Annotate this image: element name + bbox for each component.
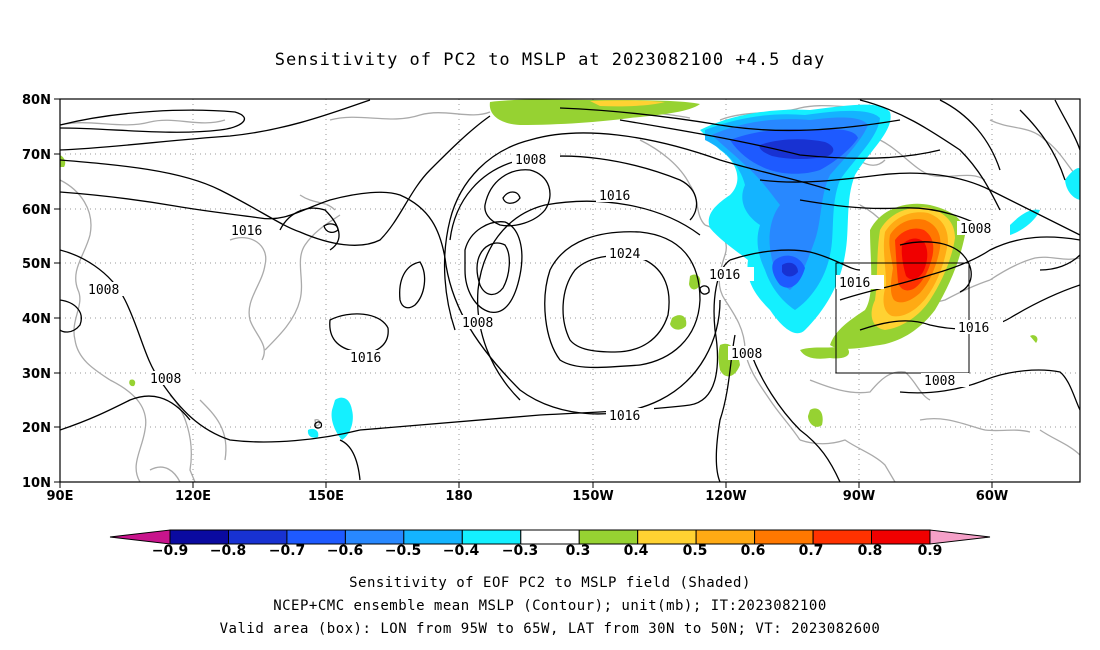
lat-label: 20N: [22, 421, 51, 436]
contour-label: 1008: [515, 153, 546, 168]
colorbar-box: [169, 529, 229, 545]
colorbar-box: [637, 529, 697, 545]
colorbar-box: [695, 529, 756, 545]
caption-valid-area: Valid area (box): LON from 95W to 65W, L…: [219, 621, 881, 637]
colorbar-box: [344, 529, 405, 545]
lon-label: 60W: [976, 489, 1008, 504]
colorbar-label: 0.7: [799, 543, 824, 559]
colorbar-low-arrow: [109, 529, 171, 545]
colorbar-labels: −0.9 −0.8 −0.7 −0.6 −0.5 −0.4 −0.3 0.3 0…: [152, 543, 943, 559]
lon-label: 150E: [308, 489, 344, 504]
colorbar-label: −0.8: [210, 543, 247, 559]
colorbar-label: 0.4: [624, 543, 649, 559]
colorbar-label: −0.3: [502, 543, 539, 559]
lat-label: 40N: [22, 312, 51, 327]
colorbar-label: 0.3: [566, 543, 591, 559]
colorbar-box: [286, 529, 346, 545]
lat-label: 60N: [22, 203, 51, 218]
lon-label: 120E: [175, 489, 211, 504]
contour-label: 1008: [88, 283, 119, 298]
colorbar-label: 0.8: [858, 543, 883, 559]
colorbar-box: [520, 529, 580, 545]
colorbar-label: 0.6: [741, 543, 766, 559]
contour-label: 1008: [731, 347, 762, 362]
contour-label: 1016: [231, 224, 262, 239]
lon-label: 150W: [572, 489, 613, 504]
map-title: Sensitivity of PC2 to MSLP at 2023082100…: [274, 50, 826, 70]
colorbar-label: −0.9: [152, 543, 189, 559]
caption-shading: Sensitivity of EOF PC2 to MSLP field (Sh…: [349, 575, 751, 591]
lon-label: 120W: [705, 489, 746, 504]
colorbar-box: [578, 529, 639, 545]
colorbar-high-arrow: [929, 529, 991, 545]
colorbar-box: [228, 529, 288, 545]
colorbar: [109, 529, 991, 545]
contour-label: 1008: [924, 374, 955, 389]
contour-label: 1016: [599, 189, 630, 204]
lat-label: 80N: [22, 93, 51, 108]
contour-label: 1008: [462, 316, 493, 331]
contour-label: 1016: [709, 268, 740, 283]
lat-label: 10N: [22, 476, 51, 491]
colorbar-label: 0.5: [683, 543, 708, 559]
contour-label: 1024: [609, 247, 640, 262]
lat-label: 30N: [22, 367, 51, 382]
colorbar-box: [461, 529, 522, 545]
contour-label: 1016: [350, 351, 381, 366]
colorbar-box: [403, 529, 463, 545]
sensitivity-shading: [60, 99, 1080, 440]
valid-area-box: [835, 262, 970, 374]
lon-label: 90E: [47, 489, 74, 504]
colorbar-label: −0.4: [443, 543, 480, 559]
contour-label: 1016: [839, 276, 870, 291]
contour-label: 1008: [960, 222, 991, 237]
colorbar-label: −0.7: [269, 543, 306, 559]
colorbar-label: −0.6: [327, 543, 364, 559]
colorbar-box: [754, 529, 814, 545]
contour-label: 1016: [609, 409, 640, 424]
colorbar-label: −0.5: [385, 543, 422, 559]
caption-contour: NCEP+CMC ensemble mean MSLP (Contour); u…: [273, 598, 827, 614]
contour-label: 1016: [958, 321, 989, 336]
colorbar-box: [871, 529, 931, 545]
lon-label: 180: [445, 489, 472, 504]
colorbar-box: [812, 529, 873, 545]
colorbar-label: 0.9: [918, 543, 943, 559]
contour-label: 1008: [150, 372, 181, 387]
lat-label: 50N: [22, 257, 51, 272]
lat-label: 70N: [22, 148, 51, 163]
map-frame: [59, 98, 1081, 483]
lon-label: 90W: [843, 489, 875, 504]
